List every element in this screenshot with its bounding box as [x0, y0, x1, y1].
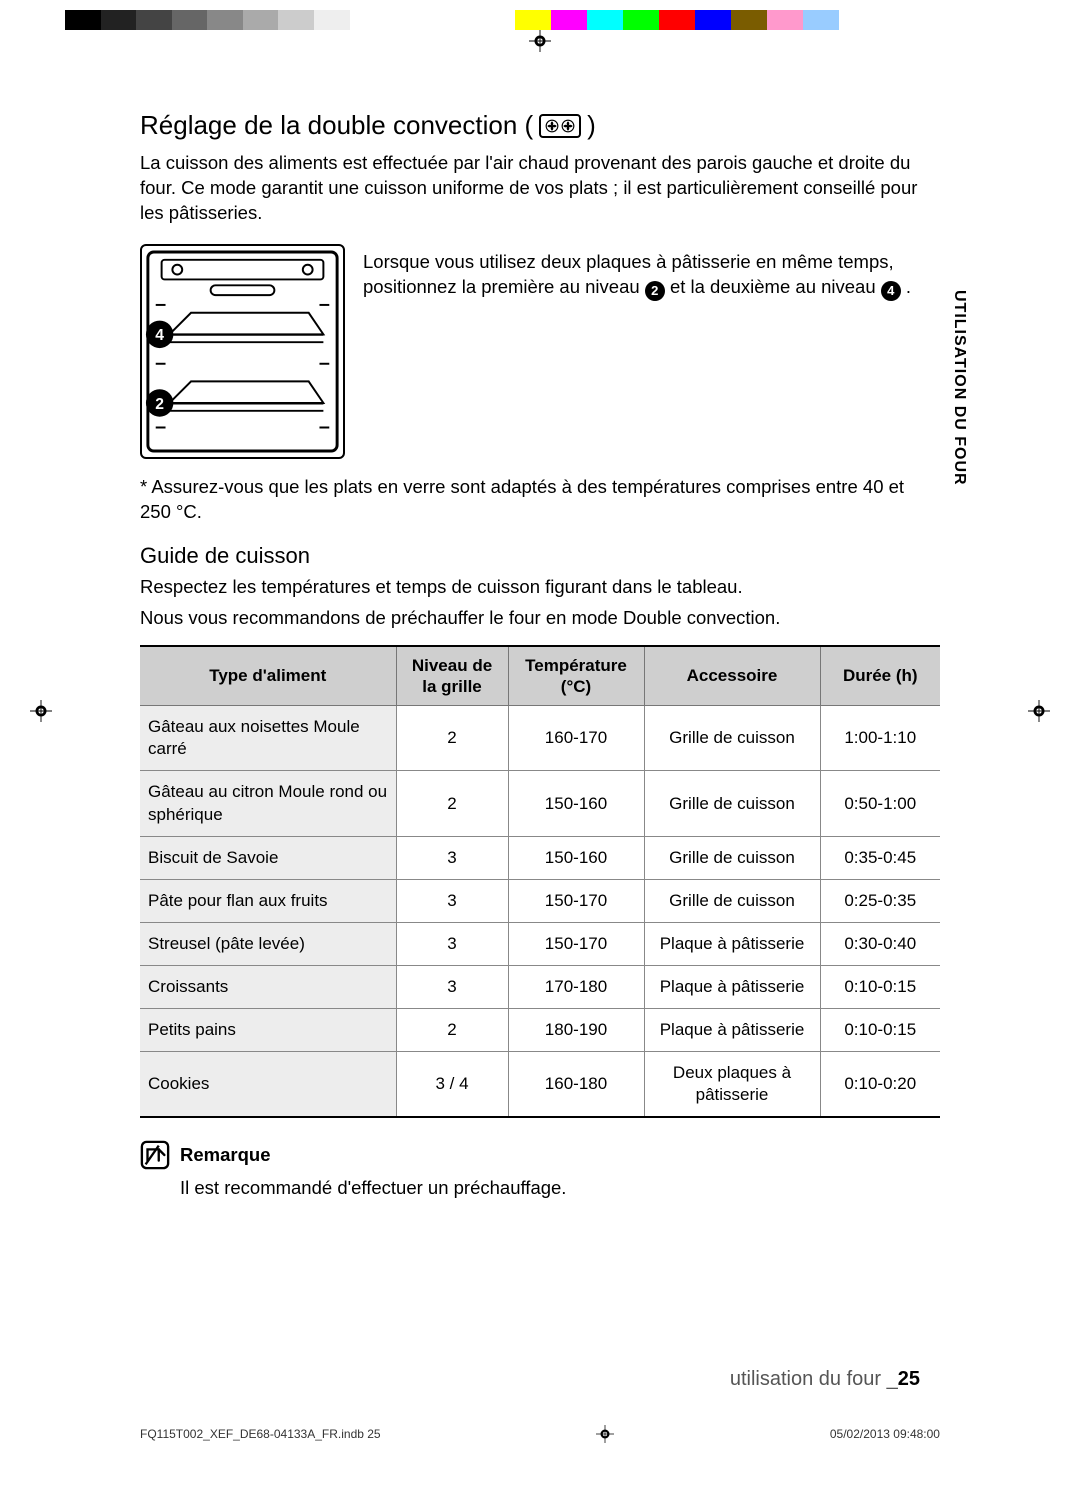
- cell-level: 2: [396, 1009, 508, 1052]
- table-row: Gâteau au citron Moule rond ou sphérique…: [140, 771, 940, 836]
- cell-time: 0:10-0:15: [820, 965, 940, 1008]
- cell-time: 0:25-0:35: [820, 879, 940, 922]
- cell-time: 0:50-1:00: [820, 771, 940, 836]
- cell-level: 3 / 4: [396, 1052, 508, 1118]
- table-row: Biscuit de Savoie3150-160Grille de cuiss…: [140, 836, 940, 879]
- cell-acc: Plaque à pâtisserie: [644, 922, 820, 965]
- calibration-bar: [0, 0, 1080, 30]
- svg-text:2: 2: [155, 396, 164, 413]
- cell-temp: 180-190: [508, 1009, 644, 1052]
- table-row: Petits pains2180-190Plaque à pâtisserie0…: [140, 1009, 940, 1052]
- cell-temp: 150-170: [508, 922, 644, 965]
- print-footer-left: FQ115T002_XEF_DE68-04133A_FR.indb 25: [140, 1427, 381, 1441]
- footer-page: 25: [898, 1368, 920, 1390]
- col-time: Durée (h): [820, 646, 940, 706]
- guide-intro-2: Nous vous recommandons de préchauffer le…: [140, 606, 940, 631]
- cell-acc: Grille de cuisson: [644, 836, 820, 879]
- title-suffix: ): [587, 110, 596, 141]
- print-footer-right: 05/02/2013 09:48:00: [830, 1427, 940, 1441]
- remark-label: Remarque: [180, 1144, 270, 1166]
- note-icon: [140, 1140, 170, 1170]
- cell-food: Petits pains: [140, 1009, 396, 1052]
- cell-acc: Plaque à pâtisserie: [644, 965, 820, 1008]
- cell-acc: Plaque à pâtisserie: [644, 1009, 820, 1052]
- level-b-badge: 4: [881, 281, 901, 301]
- intro-text: La cuisson des aliments est effectuée pa…: [140, 151, 940, 226]
- svg-text:4: 4: [155, 327, 164, 344]
- oven-note-after: .: [906, 276, 911, 297]
- registration-marks-side: [0, 700, 1080, 722]
- guide-title: Guide de cuisson: [140, 543, 940, 569]
- cell-temp: 150-170: [508, 879, 644, 922]
- section-title: Réglage de la double convection ( ): [140, 110, 940, 141]
- oven-note: Lorsque vous utilisez deux plaques à pât…: [363, 250, 940, 301]
- cell-temp: 170-180: [508, 965, 644, 1008]
- table-row: Streusel (pâte levée)3150-170Plaque à pâ…: [140, 922, 940, 965]
- cell-temp: 150-160: [508, 771, 644, 836]
- registration-mark-bottom: [596, 1425, 614, 1443]
- table-row: Croissants3170-180Plaque à pâtisserie0:1…: [140, 965, 940, 1008]
- table-header-row: Type d'aliment Niveau de la grille Tempé…: [140, 646, 940, 706]
- cell-time: 0:10-0:15: [820, 1009, 940, 1052]
- cell-time: 0:30-0:40: [820, 922, 940, 965]
- cell-time: 0:10-0:20: [820, 1052, 940, 1118]
- side-tab: UTILISATION DU FOUR: [950, 290, 968, 486]
- cell-level: 2: [396, 771, 508, 836]
- cell-food: Gâteau au citron Moule rond ou sphérique: [140, 771, 396, 836]
- col-food: Type d'aliment: [140, 646, 396, 706]
- cell-food: Biscuit de Savoie: [140, 836, 396, 879]
- cell-temp: 160-180: [508, 1052, 644, 1118]
- oven-diagram: 4 2: [140, 244, 345, 459]
- guide-intro-1: Respectez les températures et temps de c…: [140, 575, 940, 600]
- cell-food: Croissants: [140, 965, 396, 1008]
- registration-mark-top: [0, 30, 1080, 52]
- remark-text: Il est recommandé d'effectuer un préchau…: [180, 1176, 940, 1201]
- footer-section: utilisation du four _: [730, 1368, 898, 1390]
- table-row: Cookies3 / 4160-180Deux plaques à pâtiss…: [140, 1052, 940, 1118]
- table-row: Pâte pour flan aux fruits3150-170Grille …: [140, 879, 940, 922]
- oven-note-mid: et la deuxième au niveau: [670, 276, 881, 297]
- col-temp: Température (°C): [508, 646, 644, 706]
- cell-time: 0:35-0:45: [820, 836, 940, 879]
- double-convection-icon: [539, 114, 581, 138]
- cell-level: 3: [396, 879, 508, 922]
- cell-level: 3: [396, 922, 508, 965]
- print-footer: FQ115T002_XEF_DE68-04133A_FR.indb 25 05/…: [140, 1425, 940, 1443]
- cell-level: 3: [396, 965, 508, 1008]
- cell-level: 3: [396, 836, 508, 879]
- title-prefix: Réglage de la double convection (: [140, 110, 533, 141]
- cell-temp: 150-160: [508, 836, 644, 879]
- cell-acc: Deux plaques à pâtisserie: [644, 1052, 820, 1118]
- page-content: Réglage de la double convection ( ) La c…: [140, 110, 940, 1201]
- page-footer: utilisation du four _25: [730, 1368, 920, 1391]
- cell-acc: Grille de cuisson: [644, 879, 820, 922]
- cell-food: Cookies: [140, 1052, 396, 1118]
- col-level: Niveau de la grille: [396, 646, 508, 706]
- level-a-badge: 2: [645, 281, 665, 301]
- glass-note: * Assurez-vous que les plats en verre so…: [140, 475, 940, 525]
- cell-food: Streusel (pâte levée): [140, 922, 396, 965]
- cell-food: Pâte pour flan aux fruits: [140, 879, 396, 922]
- cell-acc: Grille de cuisson: [644, 771, 820, 836]
- col-acc: Accessoire: [644, 646, 820, 706]
